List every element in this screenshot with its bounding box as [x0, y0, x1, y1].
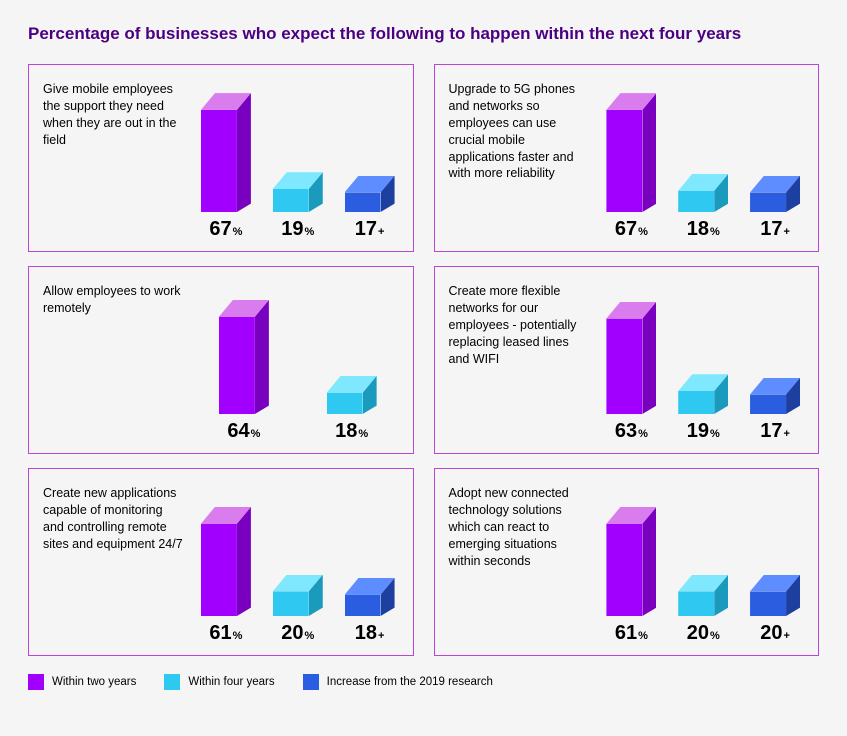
bar: 20+: [746, 575, 804, 645]
bar-group: 63% 19% 17+: [603, 283, 805, 443]
bar-value-label: 18%: [687, 218, 720, 241]
bar: 20%: [269, 575, 327, 645]
bar: 61%: [603, 507, 661, 645]
card-description: Allow employees to work remotely: [43, 283, 183, 443]
bar: 19%: [269, 172, 327, 241]
bar: 17+: [746, 378, 804, 443]
bar-value-label: 63%: [615, 420, 648, 443]
chart-card: Allow employees to work remotely 64% 18%: [28, 266, 414, 454]
chart-title: Percentage of businesses who expect the …: [28, 24, 819, 44]
bar: 18%: [674, 174, 732, 241]
bar-value-label: 67%: [209, 218, 242, 241]
bar-value-label: 19%: [687, 420, 720, 443]
bar-value-label: 19%: [281, 218, 314, 241]
legend-label: Within four years: [188, 676, 274, 688]
card-description: Create new applications capable of monit…: [43, 485, 183, 645]
bar-group: 61% 20% 20+: [603, 485, 805, 645]
bar-value-label: 64%: [227, 420, 260, 443]
legend-label: Within two years: [52, 676, 136, 688]
legend-item: Within four years: [164, 674, 274, 690]
chart-card: Create more flexible networks for our em…: [434, 266, 820, 454]
chart-grid: Give mobile employees the support they n…: [28, 64, 819, 656]
card-description: Create more flexible networks for our em…: [449, 283, 589, 443]
chart-card: Upgrade to 5G phones and networks so emp…: [434, 64, 820, 252]
bar: 67%: [603, 93, 661, 241]
bar-value-label: 61%: [615, 622, 648, 645]
bar-value-label: 20%: [687, 622, 720, 645]
bar-group: 67% 19% 17+: [197, 81, 399, 241]
legend-label: Increase from the 2019 research: [327, 676, 493, 688]
chart-card: Create new applications capable of monit…: [28, 468, 414, 656]
legend-swatch: [164, 674, 180, 690]
chart-card: Adopt new connected technology solutions…: [434, 468, 820, 656]
card-description: Adopt new connected technology solutions…: [449, 485, 589, 645]
chart-legend: Within two years Within four years Increas…: [28, 674, 819, 690]
bar: 20%: [674, 575, 732, 645]
card-description: Give mobile employees the support they n…: [43, 81, 183, 241]
bar-value-label: 67%: [615, 218, 648, 241]
bar-group: 64% 18%: [197, 283, 399, 443]
bar-group: 67% 18% 17+: [603, 81, 805, 241]
bar: 64%: [197, 300, 291, 443]
bar: 61%: [197, 507, 255, 645]
bar-value-label: 18+: [355, 622, 385, 645]
bar: 17+: [746, 176, 804, 241]
bar-value-label: 17+: [760, 218, 790, 241]
bar: 18+: [341, 578, 399, 645]
legend-swatch: [28, 674, 44, 690]
bar-value-label: 17+: [355, 218, 385, 241]
bar-value-label: 20%: [281, 622, 314, 645]
bar-value-label: 20+: [760, 622, 790, 645]
bar: 63%: [603, 302, 661, 443]
bar-value-label: 17+: [760, 420, 790, 443]
bar-value-label: 61%: [209, 622, 242, 645]
bar: 19%: [674, 374, 732, 443]
legend-item: Increase from the 2019 research: [303, 674, 493, 690]
card-description: Upgrade to 5G phones and networks so emp…: [449, 81, 589, 241]
bar-group: 61% 20% 18+: [197, 485, 399, 645]
bar: 17+: [341, 176, 399, 241]
legend-item: Within two years: [28, 674, 136, 690]
bar: 67%: [197, 93, 255, 241]
chart-card: Give mobile employees the support they n…: [28, 64, 414, 252]
bar-value-label: 18%: [335, 420, 368, 443]
legend-swatch: [303, 674, 319, 690]
bar: 18%: [305, 376, 399, 443]
